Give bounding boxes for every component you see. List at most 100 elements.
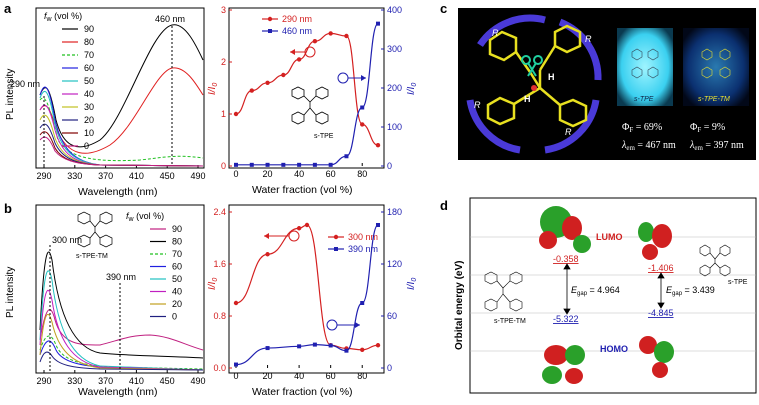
panel-a-spectra-frame: [35, 7, 205, 169]
panel-b-legend: 90 80 70 60 50 40 20 0: [150, 224, 182, 322]
left-y-tick-label: 0: [221, 161, 226, 171]
panel-b-annot-390: 390 nm: [106, 272, 136, 282]
data-point: [234, 162, 238, 167]
data-point: [344, 33, 349, 39]
panel-a-spectra-xlabel: Wavelength (nm): [78, 186, 158, 198]
data-point: [234, 362, 238, 367]
data-point: [296, 226, 302, 231]
panel-b-ratio-series: 300 nm 390 nm: [233, 222, 381, 367]
s-tpe-label-d: s-TPE: [728, 279, 748, 286]
x-tick-label: 330: [67, 376, 82, 386]
legend-label-70: 70: [172, 249, 182, 259]
lumo-orbital-right: [638, 222, 672, 260]
left-y-tick-label: 2.4: [213, 207, 226, 217]
homo-orbital-right: [639, 336, 674, 378]
right-y-tick-label: 0: [387, 363, 392, 373]
panel-c-letter: c: [440, 1, 447, 16]
curve-b-50: [39, 270, 204, 371]
right-y-tick-label: 100: [387, 122, 402, 132]
legend-label-90: 90: [172, 224, 182, 234]
panel-d-gridlines: [470, 236, 756, 352]
legend-label-40: 40: [172, 287, 182, 297]
data-point: [360, 347, 365, 352]
ratio-legend-marker: [334, 247, 338, 251]
axis-indicator-arrowhead: [264, 233, 269, 239]
gap-arrows: [563, 263, 665, 315]
x-tick-label: 370: [98, 376, 113, 386]
data-point: [304, 222, 310, 228]
panel-a-legend: 90 80 70 60 50 40 30 20 10 0: [62, 24, 94, 151]
r-label-1: R: [492, 28, 499, 38]
h-label-1: H: [548, 72, 555, 82]
data-point: [265, 346, 270, 351]
legend-label-80: 80: [172, 237, 182, 247]
left-y-tick-label: 1.6: [213, 259, 226, 269]
curve-b-90: [39, 309, 204, 351]
photo1-label: s-TPE: [634, 96, 654, 103]
r-label-2: R: [585, 34, 592, 44]
legend-label-60: 60: [84, 63, 94, 73]
s-tpe-tm-quantum-yield: ΦF = 9%: [690, 122, 725, 134]
bond-center-marker: [531, 85, 537, 91]
axis-indicator-circle: [326, 319, 338, 331]
panel-b-spectra-xticks: 290 330 370 410 450 490: [36, 370, 206, 386]
left-y-tick-label: 0.0: [213, 363, 226, 373]
curve-b-40: [39, 289, 204, 371]
x-tick-label: 60: [326, 169, 336, 179]
panel-b-ratio-ticks: 0 20 40 60 80 0.0 0.8 1.6 2.4 0 60 120 180: [213, 207, 402, 381]
lumo-label: LUMO: [596, 232, 623, 242]
curve-b-0: [39, 351, 204, 371]
panel-c: c H H R R R R: [440, 1, 756, 160]
panel-b-ratio-xlabel: Water fraction (vol %): [252, 386, 353, 398]
left-y-tick-label: 2: [221, 57, 226, 67]
panel-d-ylabel: Orbital energy (eV): [454, 261, 465, 350]
panel-a-ratio-xlabel: Water fraction (vol %): [252, 184, 353, 196]
x-tick-label: 490: [190, 376, 205, 386]
curve-a-0: [39, 136, 204, 167]
right-y-tick-label: 0: [387, 161, 392, 171]
right-lumo-energy: -1.406: [648, 263, 674, 273]
ratio-legend-label: 460 nm: [282, 26, 312, 36]
data-point: [375, 143, 381, 148]
right-y-tick-label: 120: [387, 259, 402, 269]
s-tpe-structure-d: [699, 244, 731, 277]
s-tpe-quantum-yield: ΦF = 69%: [622, 122, 662, 134]
panel-a-spectra-xticks: 290 330 370 410 450 490: [36, 165, 206, 181]
panel-a-ratio: I/I0 I/I0 Water fraction (vol %) 0 20 40 60…: [207, 5, 418, 196]
panel-a-letter: a: [4, 1, 12, 16]
s-tpe-tm-photo: [683, 28, 749, 106]
axis-indicator-arrowhead: [355, 322, 360, 328]
r-label-3: R: [474, 100, 481, 110]
x-tick-label: 60: [326, 371, 336, 381]
s-tpe-tm-emission: λem = 397 nm: [689, 140, 744, 152]
panel-a-spectra-ylabel: PL intensity: [5, 69, 16, 120]
ratio-legend-label: 300 nm: [348, 232, 378, 242]
panel-a-annot-460: 460 nm: [155, 14, 185, 24]
legend-label-60: 60: [172, 262, 182, 272]
curve-b-20: [39, 313, 204, 371]
data-point: [360, 105, 365, 110]
s-tpe-tm-label-b: s-TPE-TM: [76, 253, 108, 260]
curve-b-80: [39, 251, 204, 359]
left-homo-energy: -5.322: [553, 314, 579, 324]
panel-a-ratio-ylabel-right: I/I0: [406, 83, 418, 95]
s-tpe-tm-structure-d: [484, 271, 523, 312]
x-tick-label: 450: [160, 376, 175, 386]
panel-a-spectra-curves: [39, 24, 204, 167]
panel-a-ratio-series: 290 nm 460 nm: [233, 14, 381, 167]
scissors-icon: [521, 55, 543, 77]
x-tick-label: 290: [36, 376, 51, 386]
data-point: [249, 88, 254, 93]
panel-b-letter: b: [4, 201, 12, 216]
axis-indicator-circle: [337, 72, 349, 84]
ratio-legend-marker: [333, 234, 339, 240]
data-point: [281, 162, 286, 167]
x-tick-label: 490: [190, 171, 205, 181]
data-point: [312, 39, 318, 44]
left-y-tick-label: 1: [221, 109, 226, 119]
right-gap: Egap = 3.439: [666, 285, 715, 297]
curve-a-60: [39, 86, 204, 167]
data-point: [376, 223, 380, 227]
panel-d: d Orbital energy (eV) LUMO HOMO -0.358 -…: [440, 197, 757, 394]
